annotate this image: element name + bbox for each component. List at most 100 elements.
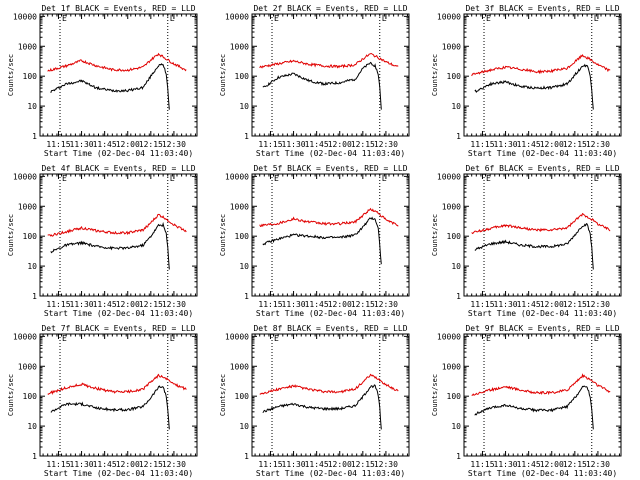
series-line-events [262,384,382,430]
y-tick-label: 10 [27,262,37,271]
y-tick-label: 100 [447,392,462,401]
chart-title: Det 4f BLACK = Events, RED = LLD [41,164,195,173]
y-tick-label: 1 [32,132,37,141]
plot-frame [39,333,198,457]
chart-panel-3: Det 3f BLACK = Events, RED = LLD 1 10 100 10… [431,4,622,158]
chart-title: Det 8f BLACK = Events, RED = LLD [253,324,407,333]
chart-panel-1: Det 1f BLACK = Events, RED = LLD 1 10 100 10… [7,4,198,158]
x-tick-label: 12:00 [328,140,352,149]
x-tick-label: 12:00 [116,300,140,309]
series-line-events [262,61,382,110]
y-tick-label: 1000 [18,362,37,371]
chart-panel-7: Det 7f BLACK = Events, RED = LLD 1 10 100 10… [7,324,198,478]
plot-frame [251,173,410,297]
y-tick-label: 1 [456,292,461,301]
x-tick-label: 11:45 [93,140,117,149]
y-tick-label: 100 [235,392,250,401]
plot-frame [463,333,622,457]
chart-title: Det 6f BLACK = Events, RED = LLD [465,164,619,173]
x-tick-label: 12:00 [328,460,352,469]
plot-frame [463,173,622,297]
chart-panel-2: Det 2f BLACK = Events, RED = LLD 1 10 100 10… [219,4,410,158]
chart-panel-9: Det 9f BLACK = Events, RED = LLD 1 10 100 10… [431,324,622,478]
x-tick-label: 11:15 [258,460,282,469]
y-tick-label: 10 [239,422,249,431]
x-axis-label: Start Time (02-Dec-04 11:03:40) [256,149,405,158]
chart-panel-6: Det 6f BLACK = Events, RED = LLD 1 10 100 10… [431,164,622,318]
x-tick-label: 12:00 [116,460,140,469]
series-line-events [50,63,170,110]
y-tick-label: 100 [447,232,462,241]
series-line-lld [259,373,399,395]
x-axis-label: Start Time (02-Dec-04 11:03:40) [256,309,405,318]
x-axis-label: Start Time (02-Dec-04 11:03:40) [468,469,617,478]
x-tick-label: 12:30 [586,140,610,149]
y-tick-label: 1000 [18,42,37,51]
x-axis-label: Start Time (02-Dec-04 11:03:40) [468,149,617,158]
y-tick-label: 1 [456,132,461,141]
x-tick-label: 11:45 [93,460,117,469]
time-marker-label: E [486,14,491,23]
x-tick-label: 11:45 [305,300,329,309]
y-tick-label: 10000 [437,12,461,21]
y-tick-label: 10000 [437,172,461,181]
time-marker-label: E [62,334,67,343]
x-tick-label: 12:30 [374,460,398,469]
y-tick-label: 1000 [442,362,461,371]
x-tick-label: 11:30 [494,300,518,309]
y-tick-label: 10 [451,262,461,271]
x-tick-label: 11:15 [258,300,282,309]
chart-panel-8: Det 8f BLACK = Events, RED = LLD 1 10 100 10… [219,324,410,478]
x-tick-label: 12:30 [374,300,398,309]
x-tick-label: 12:30 [162,460,186,469]
y-tick-label: 100 [23,232,38,241]
x-axis-label: Start Time (02-Dec-04 11:03:40) [44,149,193,158]
x-tick-label: 11:15 [470,300,494,309]
y-tick-label: 10000 [225,172,249,181]
x-tick-label: 12:00 [540,460,564,469]
y-tick-label: 10000 [437,332,461,341]
x-tick-label: 12:00 [328,300,352,309]
y-tick-label: 1000 [230,202,249,211]
plot-frame [463,13,622,137]
x-tick-label: 11:30 [494,460,518,469]
y-axis-label: Counts/sec [431,374,439,416]
y-tick-label: 1000 [230,42,249,51]
x-tick-label: 12:30 [586,460,610,469]
x-tick-label: 11:45 [305,140,329,149]
series-line-events [50,221,170,270]
x-tick-label: 12:15 [139,140,163,149]
x-axis-label: Start Time (02-Dec-04 11:03:40) [468,309,617,318]
time-marker-label: E [274,174,279,183]
series-line-events [474,223,594,270]
time-marker-label: L [382,14,387,23]
x-tick-label: 11:45 [305,460,329,469]
y-tick-label: 1000 [18,202,37,211]
time-marker-label: L [382,174,387,183]
y-tick-label: 10000 [225,332,249,341]
plot-frame [251,13,410,137]
x-tick-label: 12:15 [351,300,375,309]
series-line-lld [471,212,611,235]
time-marker-label: L [170,14,175,23]
series-line-lld [259,207,399,228]
x-tick-label: 12:15 [351,140,375,149]
x-axis-label: Start Time (02-Dec-04 11:03:40) [256,469,405,478]
series-line-lld [47,213,187,237]
time-marker-label: L [382,334,387,343]
x-axis-label: Start Time (02-Dec-04 11:03:40) [44,309,193,318]
x-tick-label: 11:15 [258,140,282,149]
y-tick-label: 1000 [442,202,461,211]
x-tick-label: 12:00 [540,140,564,149]
x-tick-label: 12:30 [586,300,610,309]
x-tick-label: 11:30 [282,460,306,469]
series-line-lld [471,53,611,77]
time-marker-label: L [170,174,175,183]
series-line-events [50,385,170,430]
plot-frame [251,333,410,457]
x-tick-label: 11:30 [70,460,94,469]
chart-title: Det 7f BLACK = Events, RED = LLD [41,324,195,333]
time-marker-label: E [486,174,491,183]
x-tick-label: 11:45 [517,460,541,469]
